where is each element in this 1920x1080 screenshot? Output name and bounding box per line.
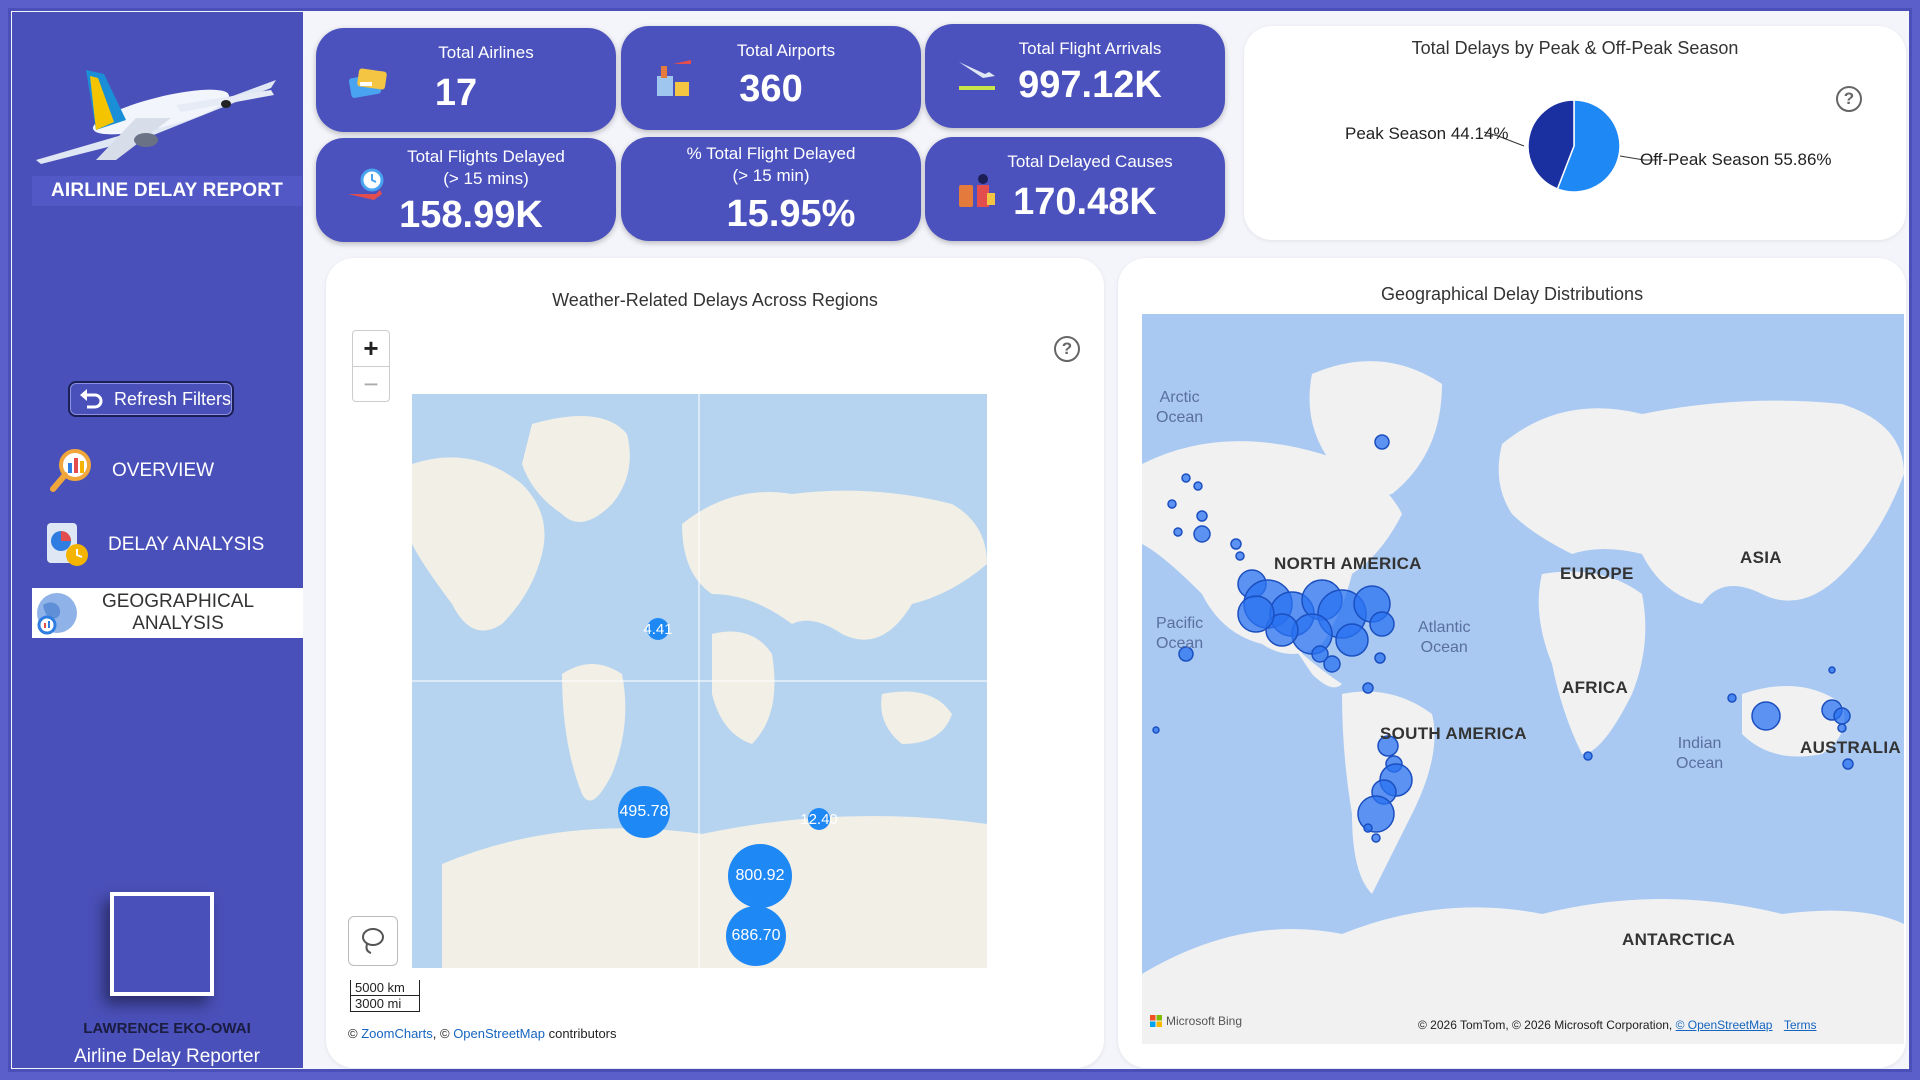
kpi-value: 158.99K: [399, 194, 543, 236]
kpi-total-airports: Total Airports 360: [621, 26, 921, 130]
ocean-label: Indian Ocean: [1676, 735, 1724, 772]
kpi-title: Total Airports: [736, 41, 836, 60]
continent-label: SOUTH AMERICA: [1380, 724, 1527, 743]
kpi-value: 17: [434, 72, 478, 114]
attrib-prefix: ©: [348, 1026, 358, 1041]
kpi-total-flights-delayed: Total Flights Delayed (> 15 mins) 158.99…: [316, 138, 616, 242]
kpi-value: 170.48K: [1013, 181, 1157, 223]
continent-label: ANTARCTICA: [1622, 930, 1736, 949]
nav-geographical-analysis-label: GEOGRAPHICAL ANALYSIS: [101, 591, 255, 634]
pie-title: Total Delays by Peak & Off-Peak Season: [1411, 38, 1739, 58]
kpi-title-main: % Total Flight Delayed: [686, 144, 856, 163]
airplane-logo-icon: [36, 70, 276, 164]
kpi-title: Total Airlines: [438, 43, 534, 62]
bing-label: Microsoft Bing: [1166, 1014, 1243, 1028]
zoomcharts-link[interactable]: ZoomCharts: [361, 1026, 433, 1041]
continent-label: AFRICA: [1562, 678, 1629, 697]
zoom-in-button[interactable]: +: [353, 331, 389, 367]
traveler-luggage-icon: [959, 174, 995, 207]
kpi-title: Total Flights Delayed (> 15 mins): [316, 146, 616, 190]
osm-link[interactable]: OpenStreetMap: [453, 1026, 545, 1041]
weather-bubble[interactable]: 495.78: [618, 786, 670, 838]
continent-label: AUSTRALIA: [1800, 738, 1901, 757]
geo-map[interactable]: [1142, 314, 1904, 1044]
ocean-label: Atlantic Ocean: [1418, 619, 1471, 656]
nav-geographical-analysis[interactable]: GEOGRAPHICAL ANALYSIS: [32, 588, 303, 638]
kpi-title-main: Total Flights Delayed: [407, 147, 565, 166]
geo-map-title: Geographical Delay Distributions: [1380, 284, 1644, 304]
terms-link[interactable]: Terms: [1783, 1018, 1817, 1032]
plane-landing-icon: [959, 62, 995, 90]
attrib-suffix: contributors: [548, 1026, 617, 1041]
copyright-text: © 2026 TomTom, © 2026 Microsoft Corporat…: [1418, 1018, 1673, 1032]
continent-label: EUROPE: [1560, 564, 1634, 583]
kpi-title: % Total Flight Delayed (> 15 min): [621, 143, 921, 187]
kpi-value: 997.12K: [1018, 64, 1162, 106]
airline-ticket-icon: [348, 68, 387, 98]
zoom-control: + −: [352, 330, 390, 402]
refresh-filters-button[interactable]: Refresh Filters: [68, 381, 234, 417]
report-title: AIRLINE DELAY REPORT: [32, 176, 302, 206]
map-attribution: © ZoomCharts, © OpenStreetMap contributo…: [348, 1026, 617, 1041]
season-pie-panel: Total Delays by Peak & Off-Peak Season ?…: [1244, 26, 1906, 240]
pie-slice-peak[interactable]: [1527, 99, 1575, 190]
kpi-pct-flight-delayed: % Total Flight Delayed (> 15 min) 15.95%: [621, 137, 921, 241]
author-name: LAWRENCE EKO-OWAI: [83, 1020, 251, 1037]
season-pie-chart[interactable]: [1524, 96, 1624, 196]
plane-clock-icon: [348, 168, 384, 200]
scale-mi: 3000 mi: [350, 996, 420, 1012]
weather-bubble[interactable]: 12.40: [800, 808, 838, 830]
help-icon[interactable]: ?: [1836, 86, 1862, 112]
magnifier-chart-icon: [46, 446, 96, 496]
continent-label: NORTH AMERICA: [1274, 554, 1422, 573]
pie-label-offpeak: Off-Peak Season 55.86%: [1640, 150, 1832, 169]
help-icon[interactable]: ?: [1054, 336, 1080, 362]
kpi-title: Total Flight Arrivals: [1018, 39, 1162, 58]
nav-delay-analysis-label: DELAY ANALYSIS: [108, 534, 265, 555]
lasso-select-button[interactable]: [348, 916, 398, 966]
kpi-title-sub: (> 15 mins): [443, 169, 529, 188]
lasso-icon: [362, 928, 384, 954]
undo-arrow-icon: [80, 389, 103, 409]
weather-map[interactable]: [412, 394, 987, 968]
kpi-total-flight-arrivals: Total Flight Arrivals 997.12K: [925, 24, 1225, 128]
weather-bubble[interactable]: 686.70: [726, 906, 786, 966]
author-role: Airline Delay Reporter: [74, 1046, 260, 1067]
weather-map-title: Weather-Related Delays Across Regions: [552, 290, 878, 310]
kpi-title: Total Delayed Causes: [1007, 152, 1173, 171]
nav-delay-analysis[interactable]: DELAY ANALYSIS: [42, 518, 304, 572]
geo-map-copyright: © 2026 TomTom, © 2026 Microsoft Corporat…: [1418, 1018, 1817, 1032]
refresh-filters-label: Refresh Filters: [114, 388, 232, 409]
zoom-out-button[interactable]: −: [363, 369, 379, 399]
kpi-total-airlines: Total Airlines 17: [316, 28, 616, 132]
weather-bubble[interactable]: 4.41: [643, 618, 673, 640]
pie-leader-lines: [1484, 131, 1658, 161]
bing-logo: Microsoft Bing: [1150, 1014, 1242, 1028]
map-scale: 5000 km 3000 mi: [350, 980, 420, 1012]
kpi-total-delayed-causes: Total Delayed Causes 170.48K: [925, 137, 1225, 241]
kpi-value: 15.95%: [726, 193, 856, 235]
nav-overview[interactable]: OVERVIEW: [46, 444, 308, 498]
pie-clock-icon: [42, 520, 92, 570]
osm-link[interactable]: © OpenStreetMap: [1675, 1018, 1773, 1032]
microsoft-logo-icon: [1150, 1015, 1162, 1027]
kpi-title-sub: (> 15 min): [732, 166, 810, 185]
attrib-mid: , ©: [432, 1026, 450, 1041]
scale-km: 5000 km: [350, 980, 420, 996]
ocean-label: Pacific Ocean: [1156, 615, 1204, 652]
globe-chart-icon: [32, 588, 82, 638]
pie-slice-offpeak[interactable]: [1556, 99, 1621, 193]
continent-label: ASIA: [1740, 548, 1782, 567]
airport-icon: [657, 60, 691, 96]
pie-label-peak: Peak Season 44.14%: [1345, 124, 1509, 143]
ocean-label: Arctic Ocean: [1156, 389, 1204, 426]
nav-overview-label: OVERVIEW: [112, 460, 215, 481]
sidebar: AIRLINE DELAY REPORT Refresh Filters OVE…: [12, 12, 303, 1068]
kpi-value: 360: [739, 68, 803, 110]
avatar: [110, 892, 214, 996]
weather-bubble[interactable]: 800.92: [728, 844, 792, 908]
